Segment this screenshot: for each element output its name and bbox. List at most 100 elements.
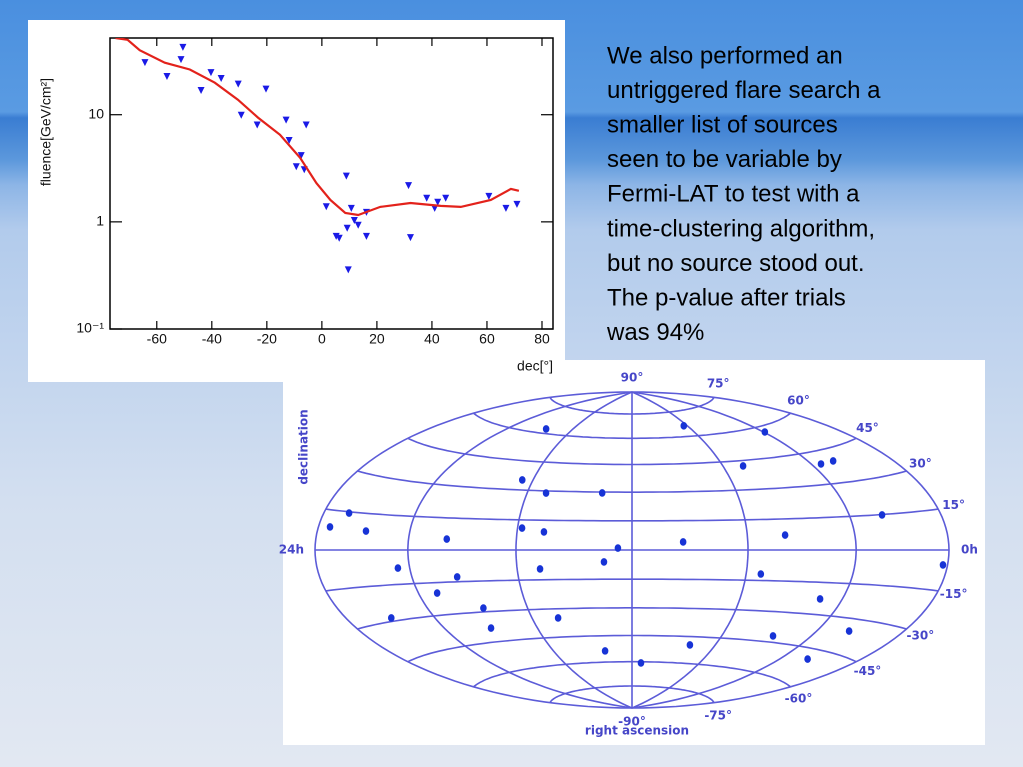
y-axis-label: declination [297, 409, 311, 484]
source-point [614, 544, 622, 552]
source-point [686, 641, 694, 649]
data-point [442, 194, 450, 202]
fit-curve [115, 38, 520, 217]
source-point [536, 565, 544, 573]
source-point [817, 460, 825, 468]
data-point [332, 232, 340, 240]
x-tick-label: -40 [202, 331, 222, 347]
source-point [480, 604, 487, 612]
ra-tick-label: 0h [961, 543, 978, 557]
source-point [433, 589, 441, 597]
parallel [407, 437, 857, 466]
y-tick-label: 1 [96, 213, 104, 229]
dec-tick-label: 45° [856, 421, 879, 435]
paragraph-line: was 94% [606, 319, 704, 346]
source-point [598, 489, 606, 497]
source-point [542, 489, 550, 497]
x-tick-label: 20 [369, 331, 385, 347]
map-panel [283, 360, 985, 745]
data-point [282, 116, 290, 124]
source-point [453, 573, 461, 581]
source-point [804, 655, 811, 663]
source-point [326, 523, 334, 531]
source-point [601, 647, 609, 655]
source-point [769, 632, 777, 640]
source-point [554, 614, 562, 622]
data-point [485, 192, 493, 200]
data-point [262, 85, 270, 93]
source-point [518, 524, 526, 532]
source-point [761, 428, 769, 436]
data-point [343, 224, 351, 232]
source-point [600, 558, 608, 566]
source-point [845, 627, 853, 635]
paragraph-line: The p-value after trials [607, 285, 846, 312]
dec-tick-label: 30° [909, 457, 932, 471]
data-point [344, 266, 352, 274]
data-point [434, 198, 442, 206]
source-point [739, 462, 747, 470]
data-point [322, 203, 330, 211]
x-tick-label: 40 [424, 331, 440, 347]
dec-tick-label: -90° [618, 715, 646, 729]
dec-tick-label: 15° [942, 498, 965, 512]
x-axis-label: right ascension [585, 724, 689, 738]
paragraph-line: seen to be variable by [607, 146, 842, 173]
dec-tick-label: -75° [704, 709, 732, 723]
source-point [487, 624, 495, 632]
data-point [342, 172, 350, 180]
source-point [542, 425, 550, 433]
data-point [163, 72, 171, 80]
data-point [292, 163, 300, 171]
paragraph-line: Fermi-LAT to test with a [607, 181, 860, 208]
source-point [345, 509, 353, 517]
parallel [357, 607, 907, 630]
paragraph-line: but no source stood out. [607, 250, 865, 277]
parallel [325, 578, 939, 592]
data-point [217, 75, 225, 83]
paragraph-line: smaller list of sources [607, 112, 838, 139]
data-point [502, 204, 510, 212]
data-point [302, 121, 310, 129]
data-point [141, 59, 149, 67]
source-point [878, 511, 886, 519]
parallel [325, 508, 939, 522]
source-point [939, 561, 947, 569]
x-tick-label: 60 [479, 331, 495, 347]
x-tick-label: -60 [147, 331, 167, 347]
source-point [679, 538, 687, 546]
data-point [237, 111, 245, 119]
data-point [347, 204, 355, 212]
source-point [757, 570, 765, 578]
data-point [350, 217, 358, 225]
source-point [540, 528, 548, 536]
data-point [297, 152, 305, 160]
source-point [680, 422, 688, 430]
data-point [423, 194, 431, 202]
data-point [406, 234, 414, 242]
dec-tick-label: 75° [707, 376, 730, 390]
source-point [394, 564, 402, 572]
data-point [253, 121, 261, 129]
parallel [357, 470, 907, 493]
data-point [197, 87, 205, 95]
x-tick-label: 0 [318, 331, 326, 347]
source-point [829, 457, 837, 465]
data-point [431, 204, 439, 212]
data-point [335, 234, 343, 242]
data-point [285, 137, 293, 145]
source-point [781, 531, 789, 539]
dec-tick-label: -45° [854, 664, 882, 678]
paragraph-line: time-clustering algorithm, [607, 215, 875, 242]
y-axis-label: fluence[GeV/cm²] [38, 78, 54, 186]
paragraph-line: We also performed an [607, 42, 843, 69]
parallel [549, 397, 715, 415]
parallel [473, 660, 791, 688]
dec-tick-label: -60° [785, 691, 813, 705]
chart-panel [28, 20, 565, 382]
source-point [387, 614, 395, 622]
dec-tick-label: 60° [787, 394, 810, 408]
data-point [362, 232, 370, 240]
data-point [405, 182, 413, 190]
